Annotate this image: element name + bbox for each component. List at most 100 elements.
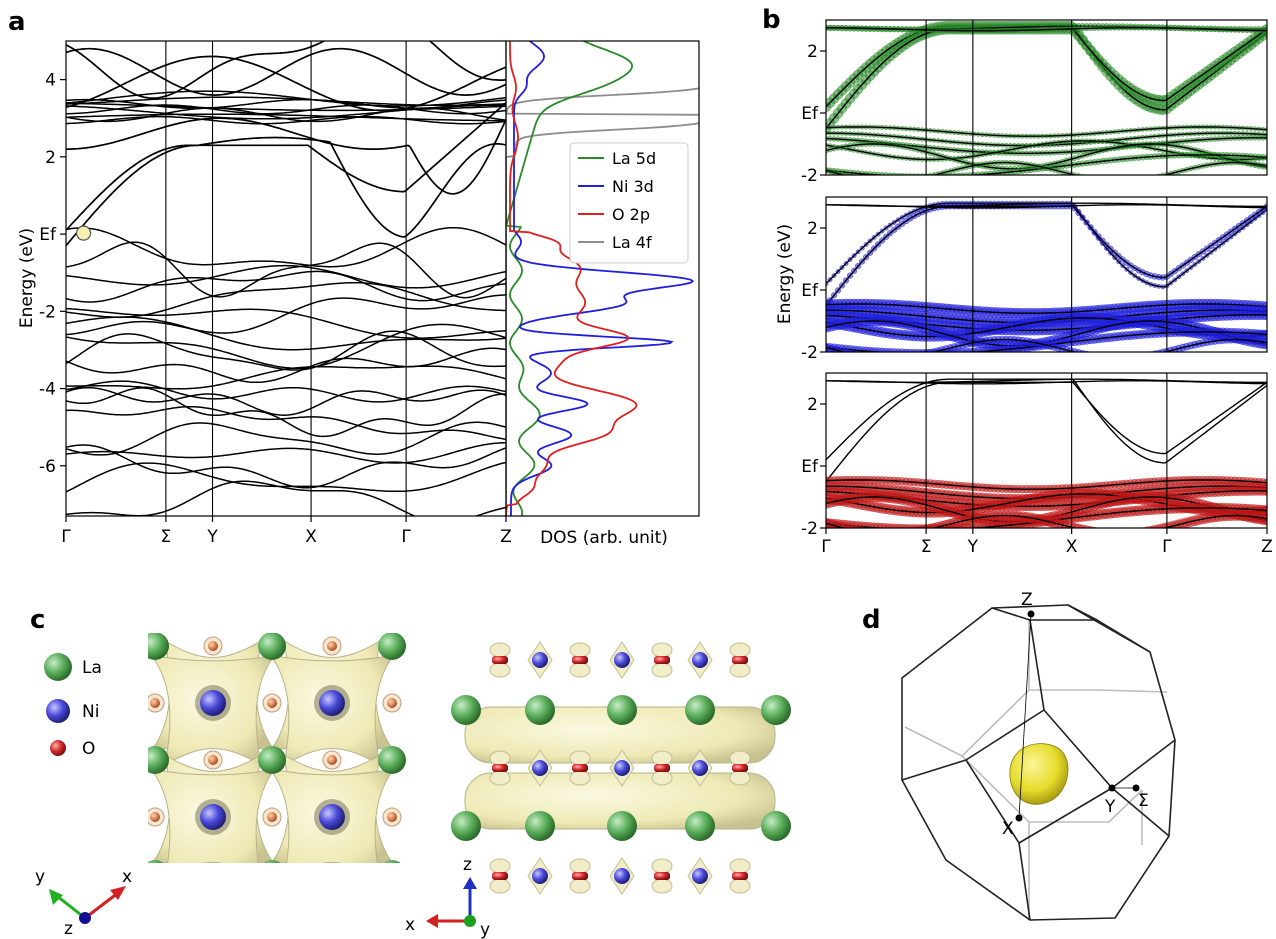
fat-band-marker [1127,354,1134,361]
fat-band-marker [1148,176,1153,181]
k-label: X [305,527,317,547]
fat-band-marker [893,529,903,539]
energy-tick-label: Ef [801,104,819,124]
o-atom [572,764,588,772]
fat-band-marker [1116,179,1121,184]
fat-band-marker [905,527,907,528]
la-atom [451,695,481,725]
band-line [826,126,1267,137]
legend-la5d: La 5d [612,149,656,168]
la-atom [685,811,715,841]
panel-label-b: b [762,5,781,35]
band-line [66,113,506,122]
band-line [66,104,506,115]
axes-triad-left: x y z [35,867,132,939]
fat-band-marker [907,527,913,528]
la-atom [761,695,791,725]
o-atom [492,656,508,664]
highlight-point [75,225,92,241]
fat-band-marker [896,178,901,183]
fat-band-marker [868,527,872,528]
k-label: Γ [401,527,411,547]
energy-tick-label: Ef [801,457,819,477]
fat-band-marker [903,354,910,361]
subpanel-frame [825,372,1268,529]
fat-band-marker [908,177,913,182]
subpanel-frame [825,196,1268,353]
fat-band-marker [1132,178,1137,183]
fat-band-marker [897,529,907,539]
band-line [826,514,1267,528]
band-line [66,47,506,96]
legend-label-o: O [82,739,95,759]
fat-band-marker [1102,529,1112,539]
fat-band-marker [868,178,873,183]
fat-band-marker [900,178,905,183]
triad-label-y-right: y [480,920,490,939]
band-line [826,161,1267,175]
kpoint-z-label: Z [1021,590,1033,610]
band-line [66,387,506,438]
la-atom [607,811,637,841]
la-atom [761,811,791,841]
la-atom [148,860,164,863]
la-atom [148,746,169,774]
o-atom [654,656,670,664]
fat-band-marker [912,177,917,182]
fat-band-marker [1103,354,1110,361]
panel-label-c: c [30,605,45,635]
energy-tick-label: -2 [39,302,56,322]
k-label: X [1066,537,1078,557]
energy-axis-label-b: Energy (eV) [775,224,795,324]
triad-label-z-right: z [463,855,472,875]
energy-axis-label: Energy (eV) [17,228,37,328]
fat-band-marker [863,353,870,360]
high-symmetry-lines [165,41,407,516]
fat-band-marker [1088,351,1093,352]
energy-tick-label: 4 [45,71,56,91]
band-line [66,421,506,456]
o-atom [732,656,748,664]
fat-band-marker [864,177,869,182]
k-label: Z [500,527,512,547]
fat-band-marker [1146,351,1148,352]
fat-band-marker [916,176,921,181]
o-atom [327,641,337,651]
band-line [66,380,506,403]
la-atom [378,633,406,660]
legend-atom-o [50,740,66,756]
fat-band-marker [1111,355,1118,362]
fat-band-marker [871,354,878,361]
fat-band-subpanel-ni: 2 Ef -2 [801,196,1268,363]
band-line [66,117,506,195]
fat-band-marker [1112,179,1117,184]
fat-band-marker [1140,177,1145,182]
k-label: Y [206,527,218,547]
band-line [826,25,1267,111]
fat-band-marker [1139,353,1146,360]
fat-band-marker [1119,355,1126,362]
band-line [66,115,506,125]
fat-band-marker [879,354,886,361]
fat-band-marker [1135,353,1142,360]
kpoint-sigma-label: Σ [1138,791,1149,811]
fermi-surface-pocket [1009,743,1069,805]
la-atom [607,695,637,725]
fat-band-marker [1106,529,1116,539]
ni-atom [614,652,630,668]
fat-band-marker [1115,355,1122,362]
fat-band-marker [1144,176,1149,181]
fat-band-plots: 2 Ef -2 2 Ef -2 2 Ef -2 [801,19,1268,539]
band-line [66,90,506,107]
dos-curve-ni3d [510,41,695,516]
fat-band-marker [861,351,863,352]
fat-band-marker [1088,176,1093,181]
fat-band-marker [1136,178,1141,183]
o-atom [267,812,277,822]
fat-band-marker [880,179,885,184]
ni-atom [692,760,708,776]
fat-band-marker [883,355,890,362]
band-line [826,27,1267,32]
